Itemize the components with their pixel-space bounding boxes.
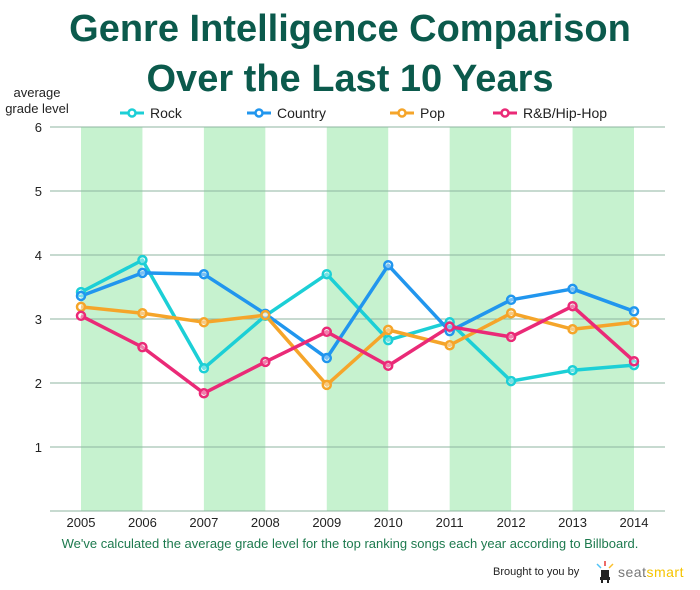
seat-icon <box>596 561 614 583</box>
legend-marker <box>254 108 264 118</box>
data-point <box>137 267 148 279</box>
series-line-r-b-hip-hop <box>80 304 636 395</box>
x-tick-label: 2010 <box>374 515 403 530</box>
data-point <box>198 387 210 399</box>
y-axis-label-line-2: grade level <box>5 101 69 116</box>
data-point <box>198 316 210 328</box>
data-point <box>444 339 455 351</box>
y-tick-label: 6 <box>35 120 42 135</box>
chart-caption: We've calculated the average grade level… <box>61 536 639 551</box>
logo-text-smart: smart <box>646 564 684 580</box>
legend-marker <box>500 108 510 118</box>
data-point <box>382 360 394 371</box>
x-tick-label: 2011 <box>436 515 464 530</box>
data-point <box>321 326 333 338</box>
data-point <box>505 375 517 387</box>
data-point <box>198 268 210 280</box>
legend-marker <box>397 108 407 118</box>
data-point <box>75 301 87 313</box>
legend-marker <box>127 108 137 118</box>
y-tick-label: 3 <box>35 312 42 327</box>
data-point <box>628 306 640 317</box>
data-point <box>75 310 87 322</box>
data-point <box>505 307 517 319</box>
x-tick-label: 2005 <box>67 515 96 530</box>
data-point <box>628 316 640 328</box>
data-point <box>382 324 394 336</box>
title-line-2: Over the Last 10 Years <box>146 58 554 100</box>
y-tick-label: 1 <box>35 440 42 455</box>
y-tick-label: 2 <box>35 376 42 391</box>
x-tick-label: 2006 <box>128 515 157 530</box>
y-tick-label: 5 <box>35 184 42 199</box>
data-point <box>137 254 148 266</box>
x-tick-label: 2012 <box>497 515 526 530</box>
legend-label: Pop <box>420 105 445 121</box>
data-point <box>75 290 87 302</box>
legend-label: Rock <box>150 105 183 121</box>
data-point <box>567 364 578 376</box>
data-point <box>567 300 578 312</box>
data-point <box>567 283 578 295</box>
x-tick-label: 2013 <box>558 515 587 530</box>
y-axis-label: average grade level <box>2 85 72 117</box>
data-point <box>321 379 333 391</box>
data-point <box>137 307 148 319</box>
x-tick-label: 2008 <box>251 515 280 530</box>
data-point <box>628 355 640 367</box>
title-line-1: Genre Intelligence Comparison <box>69 8 631 50</box>
y-axis-label-line-1: average <box>13 85 61 100</box>
data-point <box>444 321 455 332</box>
data-point <box>260 356 271 368</box>
legend-label: R&B/Hip-Hop <box>523 105 607 121</box>
x-tick-label: 2007 <box>189 515 218 530</box>
data-point <box>382 334 394 346</box>
logo-text-seat: seat <box>618 564 647 580</box>
data-point <box>321 268 333 280</box>
data-point <box>321 352 333 364</box>
data-point <box>260 309 271 321</box>
data-point <box>505 294 517 306</box>
data-point <box>198 363 210 374</box>
data-point <box>382 259 394 271</box>
data-point <box>137 341 148 353</box>
y-tick-label: 4 <box>35 248 42 263</box>
series-line-rock <box>80 258 635 383</box>
x-tick-label: 2009 <box>312 515 341 530</box>
seatsmart-logo: seatsmart <box>594 560 694 584</box>
legend-label: Country <box>277 105 326 121</box>
data-point <box>505 331 517 343</box>
x-tick-label: 2014 <box>620 515 649 530</box>
chart-title: Genre Intelligence Comparison Over the L… <box>0 4 700 104</box>
series-line-country <box>80 263 635 360</box>
data-point <box>567 323 578 335</box>
credit-text: Brought to you by <box>493 566 580 578</box>
